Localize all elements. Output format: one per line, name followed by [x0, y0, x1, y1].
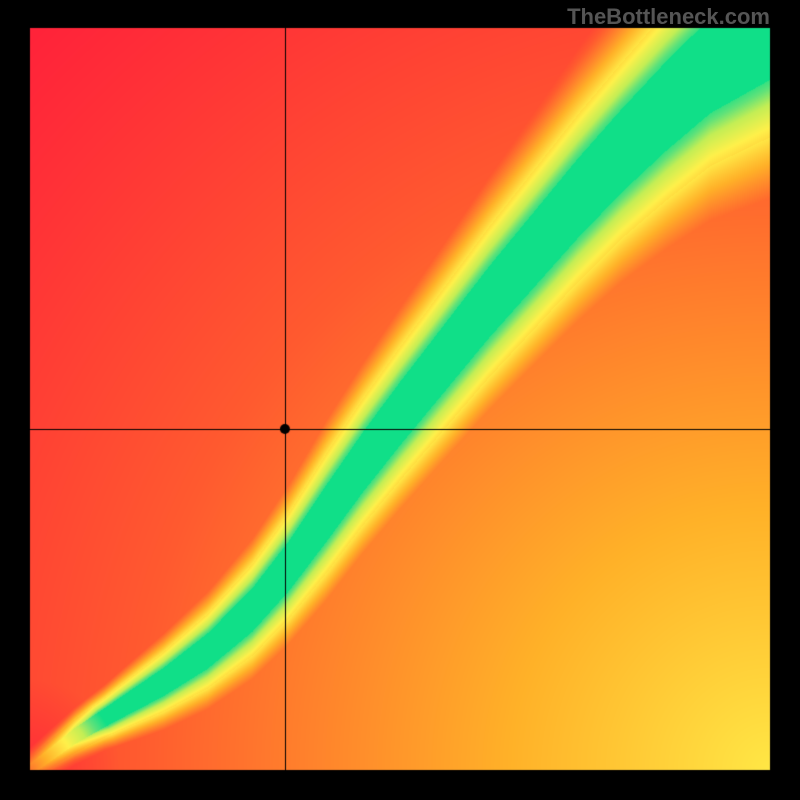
watermark-text: TheBottleneck.com — [567, 4, 770, 30]
chart-container: TheBottleneck.com — [0, 0, 800, 800]
heatmap-canvas — [0, 0, 800, 800]
